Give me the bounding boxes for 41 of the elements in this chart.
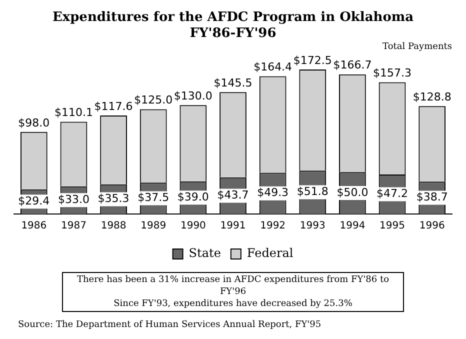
x-tick-label: 1993 (300, 220, 326, 232)
total-label: $157.3 (373, 66, 412, 80)
x-tick-label: 1987 (61, 220, 86, 232)
text: Since FY'93, expenditures have decreased by 25.3% (112, 298, 354, 310)
data-label: $50.0 (336, 186, 368, 199)
data-label: $49.3 (257, 186, 289, 200)
data-label: $37.5 (138, 191, 170, 204)
x-tick-label: 1986 (21, 220, 47, 232)
x-tick-label: 1989 (140, 220, 166, 232)
total-label: $145.5 (214, 76, 252, 90)
data-label: $39.0 (177, 190, 209, 204)
chart-title: Expenditures for the AFDC Program in Oklahoma (52, 10, 414, 26)
legend-label: Federal (246, 246, 294, 260)
total-label: $125.0 (134, 94, 173, 107)
total-label: $172.5 (293, 54, 332, 67)
data-label: $29.4 (18, 194, 50, 208)
text: There has been a 31% increase in AFDC expenditures from FY'86 to FY'96 (76, 274, 390, 298)
x-tick-label: 1990 (180, 220, 206, 232)
total-label: $98.0 (18, 116, 50, 130)
total-label: $130.0 (174, 89, 212, 102)
x-tick-label: 1991 (220, 220, 246, 232)
x-tick-label: 1995 (380, 220, 405, 232)
total-label: $117.6 (94, 100, 133, 113)
data-label: $35.3 (98, 192, 130, 206)
x-tick-label: 1988 (100, 220, 126, 232)
x-tick-label: 1994 (340, 220, 366, 232)
total-label: $166.7 (333, 58, 372, 72)
data-label: $38.7 (416, 190, 448, 204)
chart-subtitle: FY'86-FY'96 (190, 26, 276, 41)
data-label: $47.2 (376, 187, 408, 200)
data-label: $51.8 (296, 185, 328, 198)
x-tick-label: 1996 (419, 220, 445, 232)
text: Total Payments (382, 42, 452, 52)
x-tick-label: 1992 (260, 220, 286, 232)
data-label: $33.0 (58, 193, 90, 206)
total-label: $164.4 (254, 60, 292, 74)
data-label: $43.7 (217, 188, 249, 202)
total-label: $128.8 (412, 90, 452, 104)
source-note: Source: The Department of Human Services Annual Report, FY'95 (18, 320, 322, 330)
legend-label: State (188, 246, 221, 260)
total-label: $110.1 (54, 106, 93, 120)
